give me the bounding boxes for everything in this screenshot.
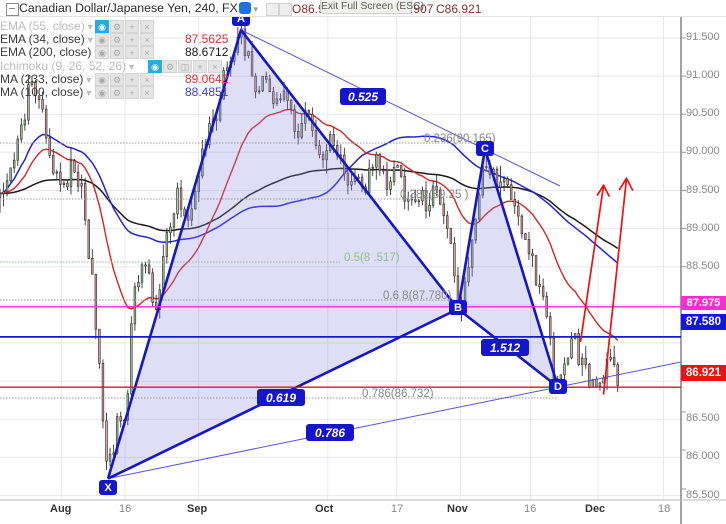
svg-text:B: B xyxy=(454,302,462,314)
svg-text:0.5(8 .517): 0.5(8 .517) xyxy=(344,252,400,264)
svg-text:0.525: 0.525 xyxy=(348,90,378,104)
svg-text:0.6 8(87.780): 0.6 8(87.780) xyxy=(383,290,452,302)
svg-text:C: C xyxy=(481,143,489,155)
svg-text:0.786: 0.786 xyxy=(315,426,345,440)
svg-text:D: D xyxy=(554,381,562,393)
svg-text:0.786(86.732): 0.786(86.732) xyxy=(362,388,434,400)
svg-text:1.512: 1.512 xyxy=(490,341,520,355)
svg-text:0.382(89.25 ): 0.382(89.25 ) xyxy=(400,189,469,201)
svg-text:X: X xyxy=(104,482,112,494)
svg-text:0.619: 0.619 xyxy=(266,391,296,405)
